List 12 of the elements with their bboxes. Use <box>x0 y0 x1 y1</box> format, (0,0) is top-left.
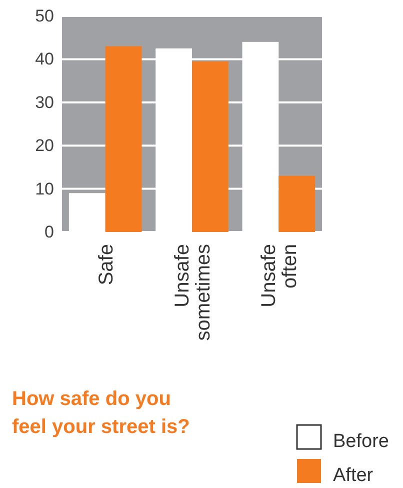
y-tick-label: 0 <box>44 222 54 242</box>
y-tick-label: 10 <box>35 179 54 198</box>
y-tick-label: 30 <box>35 92 54 112</box>
y-tick-label: 40 <box>35 50 54 69</box>
legend-label: After <box>333 465 374 486</box>
x-tick-label: Unsafe often <box>258 244 302 308</box>
text: How safe do you feel your street is? <box>12 388 190 438</box>
x-tick-label: Unsafe sometimes <box>172 244 214 341</box>
y-tick-label: 20 <box>35 136 54 156</box>
legend-label: Before <box>333 431 389 452</box>
y-tick-label: 50 <box>35 6 54 26</box>
x-tick-label: Safe <box>95 244 118 286</box>
